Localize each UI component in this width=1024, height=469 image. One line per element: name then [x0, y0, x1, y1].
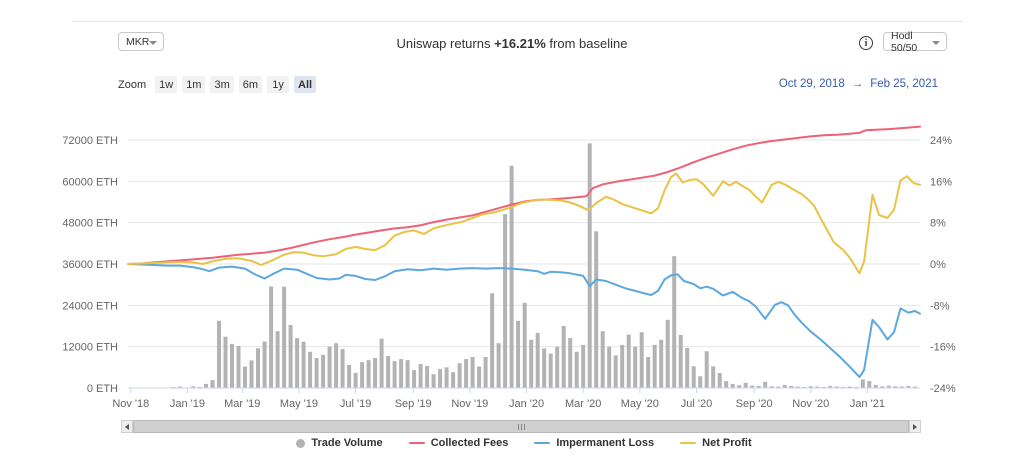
date-range-separator: →	[851, 78, 864, 90]
chevron-down-icon	[932, 41, 940, 45]
zoom-label: Zoom	[118, 78, 147, 91]
left-axis-label: 72000 ETH	[62, 135, 118, 147]
x-axis-label: Jul '20	[681, 398, 712, 410]
chart-legend: Trade Volume Collected Fees Impermanent …	[128, 437, 920, 449]
right-axis-label: 8%	[930, 218, 946, 230]
right-axis-label: -8%	[930, 300, 950, 312]
x-axis-label: May '20	[621, 398, 659, 410]
chart-scrollbar[interactable]	[121, 420, 921, 433]
x-axis-label: Sep '20	[736, 398, 773, 410]
left-axis-label: 0 ETH	[87, 383, 118, 395]
range-button-6m[interactable]: 6m	[238, 76, 263, 93]
date-to-input[interactable]: Feb 25, 2021	[870, 78, 938, 90]
collected-fees-marker-icon	[408, 441, 425, 445]
left-axis-label: 60000 ETH	[62, 176, 118, 188]
scrollbar-right-button[interactable]	[909, 420, 921, 433]
x-axis-label: Nov '18	[112, 398, 149, 410]
scrollbar-thumb[interactable]	[133, 420, 909, 433]
x-axis-label: Sep '19	[395, 398, 432, 410]
legend-item-net-profit[interactable]: Net Profit	[680, 437, 752, 449]
range-selector: Zoom 1w 1m 3m 6m 1y All	[118, 76, 321, 93]
arrow-right-icon	[913, 423, 917, 430]
x-axis-ticks	[130, 388, 868, 393]
legend-item-impermanent-loss[interactable]: Impermanent Loss	[534, 437, 654, 449]
left-axis-label: 36000 ETH	[62, 259, 118, 271]
info-icon[interactable]: i	[859, 36, 873, 50]
returns-value: +16.21%	[494, 36, 546, 51]
collected-fees-line	[127, 125, 921, 265]
right-axis-label: -24%	[930, 383, 956, 395]
legend-item-collected-fees[interactable]: Collected Fees	[408, 437, 508, 449]
pair-select-value: MKR	[126, 35, 150, 48]
right-axis-label: -16%	[930, 342, 956, 354]
right-axis-label: 16%	[930, 176, 952, 188]
x-axis-label: Jan '20	[509, 398, 544, 410]
range-button-1m[interactable]: 1m	[182, 76, 206, 93]
left-axis-label: 24000 ETH	[62, 300, 118, 312]
impermanent-loss-marker-icon	[534, 441, 551, 445]
right-axis-label: 24%	[930, 135, 952, 147]
x-axis-label: Nov '19	[451, 398, 488, 410]
trade-volume-marker-icon	[296, 438, 306, 448]
x-axis-label: Nov '20	[792, 398, 829, 410]
arrow-left-icon	[125, 423, 129, 430]
scrollbar-left-button[interactable]	[121, 420, 133, 433]
impermanent-loss-line	[127, 263, 921, 379]
range-button-1w[interactable]: 1w	[155, 76, 178, 93]
x-axis-label: Jan '19	[170, 398, 205, 410]
baseline-select-value: Hodl 50/50	[891, 29, 918, 54]
x-axis-label: Mar '19	[224, 398, 260, 410]
baseline-select[interactable]: Hodl 50/50	[883, 29, 947, 54]
date-from-input[interactable]: Oct 29, 2018	[778, 78, 845, 90]
left-axis-label: 48000 ETH	[62, 218, 118, 230]
range-button-3m[interactable]: 3m	[210, 76, 234, 93]
range-button-1y[interactable]: 1y	[267, 76, 290, 93]
x-axis-label: Jul '19	[340, 398, 371, 410]
chevron-down-icon	[149, 41, 157, 45]
date-range: Oct 29, 2018 → Feb 25, 2021	[779, 78, 938, 90]
legend-item-trade-volume[interactable]: Trade Volume	[296, 437, 383, 449]
net-profit-line	[127, 172, 921, 275]
trade-volume-bars	[171, 143, 917, 388]
pair-select[interactable]: MKR	[118, 32, 164, 51]
x-axis-label: Jan '21	[850, 398, 885, 410]
range-button-all[interactable]: All	[294, 76, 317, 93]
page-title: Uniswap returns +16.21% from baseline	[396, 36, 628, 51]
right-axis-label: 0%	[930, 259, 946, 271]
left-axis-label: 12000 ETH	[62, 342, 118, 354]
x-axis-label: May '19	[280, 398, 318, 410]
x-axis-label: Mar '20	[565, 398, 601, 410]
net-profit-marker-icon	[680, 441, 697, 445]
card-top-border	[72, 21, 963, 22]
